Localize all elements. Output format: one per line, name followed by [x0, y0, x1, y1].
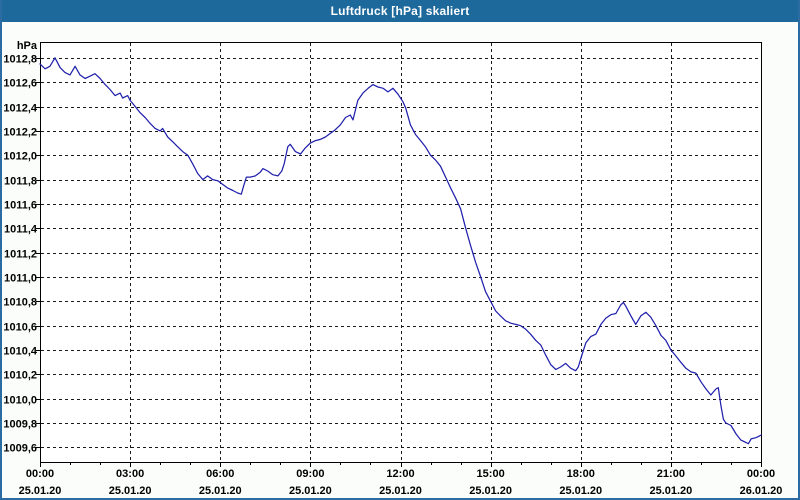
plot-area	[40, 42, 761, 462]
x-tick-date-label: 25.01.20	[649, 485, 692, 497]
y-tick-label: 1010,2	[3, 370, 37, 382]
y-tick-label: 1012,6	[3, 78, 37, 90]
x-tick-date-label: 26.01.20	[740, 485, 783, 497]
x-tick-time-label: 12:00	[386, 468, 414, 480]
x-tick-time-label: 06:00	[206, 468, 234, 480]
y-axis: 1012,8 1012,6 1012,4 1012,2 1012,0 1011,8 1011…	[3, 40, 40, 455]
y-tick-label: 1012,8	[3, 54, 37, 66]
x-tick-time-label: 18:00	[567, 468, 595, 480]
y-axis-unit-label: hPa	[17, 40, 38, 52]
y-tick-label: 1011,2	[4, 249, 37, 261]
y-tick-label: 1012,4	[3, 103, 38, 115]
y-tick-label: 1010,6	[3, 322, 37, 334]
x-tick-time-label: 15:00	[477, 468, 505, 480]
x-tick-date-label: 25.01.20	[469, 485, 512, 497]
x-tick-time-label: 21:00	[657, 468, 685, 480]
y-tick-label: 1009,8	[3, 419, 37, 431]
x-tick-date-label: 25.01.20	[199, 485, 242, 497]
y-tick-label: 1010,8	[3, 297, 37, 309]
x-tick-date-label: 25.01.20	[289, 485, 332, 497]
y-tick-label: 1011,4	[4, 224, 38, 236]
y-tick-label: 1011,0	[4, 273, 37, 285]
y-tick-label: 1012,0	[3, 151, 37, 163]
x-tick-time-label: 09:00	[296, 468, 324, 480]
x-tick-time-label: 03:00	[116, 468, 144, 480]
window-title: Luftdruck [hPa] skaliert	[330, 4, 470, 18]
y-tick-label: 1011,8	[4, 176, 37, 188]
x-tick-date-label: 25.01.20	[379, 485, 422, 497]
y-tick-label: 1012,2	[3, 127, 37, 139]
x-tick-date-label: 25.01.20	[559, 485, 602, 497]
x-tick-time-label: 00:00	[747, 468, 775, 480]
x-axis: 00:00 25.01.20 03:00 25.01.20 06:00 25.01.20 0…	[19, 462, 783, 497]
pressure-series-line	[39, 57, 762, 445]
x-tick-time-label: 00:00	[26, 468, 54, 480]
y-tick-label: 1010,0	[3, 395, 37, 407]
y-tick-label: 1011,6	[4, 200, 37, 212]
y-tick-label: 1010,4	[3, 346, 38, 358]
window-title-bar: Luftdruck [hPa] skaliert	[0, 0, 800, 22]
x-tick-date-label: 25.01.20	[19, 485, 62, 497]
grid-lines	[41, 43, 760, 461]
x-tick-date-label: 25.01.20	[109, 485, 152, 497]
y-tick-label: 1009,6	[3, 443, 37, 455]
